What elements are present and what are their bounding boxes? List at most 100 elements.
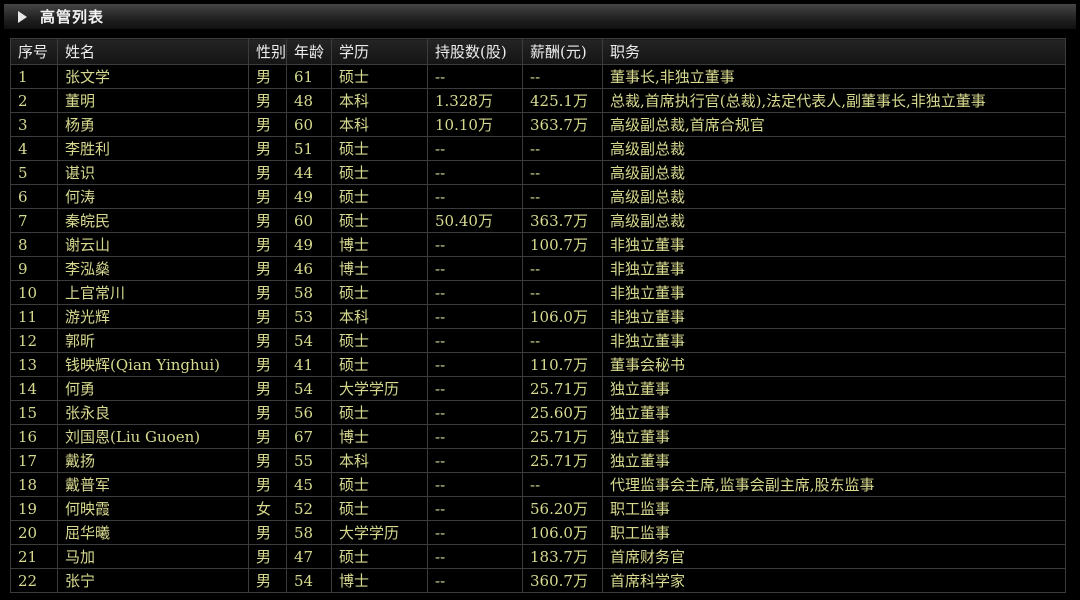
cell-name: 谌识: [57, 160, 249, 185]
table-row[interactable]: 12 郭昕男 54 硕士 -- -- 非独立董事: [10, 328, 1066, 353]
cell-age: 49: [286, 184, 332, 209]
cell-salary: 25.71万: [522, 448, 603, 473]
section-title: 高管列表: [40, 8, 105, 26]
cell-pos: 高级副总裁: [602, 160, 1066, 185]
table-row[interactable]: 17 戴扬男 55 本科 -- 25.71万 独立董事: [10, 448, 1066, 473]
cell-gender: 男: [248, 136, 287, 161]
cell-gender: 男: [248, 304, 287, 329]
cell-shares: --: [427, 448, 523, 473]
cell-pos: 高级副总裁: [602, 136, 1066, 161]
cell-index: 9: [10, 256, 58, 281]
cell-age: 54: [286, 568, 332, 593]
cell-edu: 博士: [331, 256, 428, 281]
cell-index: 15: [10, 400, 58, 425]
cell-index: 16: [10, 424, 58, 449]
table-row[interactable]: 22 张宁男 54 博士 -- 360.7万 首席科学家: [10, 568, 1066, 593]
cell-shares: --: [427, 64, 523, 89]
cell-name: 杨勇: [57, 112, 249, 137]
cell-pos: 非独立董事: [602, 232, 1066, 257]
cell-gender: 男: [248, 232, 287, 257]
cell-shares: --: [427, 568, 523, 593]
table-row[interactable]: 16 刘国恩(Liu Guoen) 男 67 博士 -- 25.71万 独立董事: [10, 424, 1066, 449]
cell-name: 钱映辉(Qian Yinghui): [57, 352, 249, 377]
cell-shares: --: [427, 424, 523, 449]
table-row[interactable]: 7 秦皖民男 60 硕士 50.40万 363.7万 高级副总裁: [10, 208, 1066, 233]
table-row[interactable]: 8 谢云山男 49 博士 -- 100.7万 非独立董事: [10, 232, 1066, 257]
column-header-salary: 薪酬(元): [522, 38, 603, 65]
cell-shares: 50.40万: [427, 208, 523, 233]
cell-edu: 博士: [331, 424, 428, 449]
cell-name: 屈华曦: [57, 520, 249, 545]
column-header-index: 序号: [10, 38, 58, 65]
table-row[interactable]: 10 上官常川男 58 硕士 -- -- 非独立董事: [10, 280, 1066, 305]
cell-name: 刘国恩(Liu Guoen): [57, 424, 249, 449]
table-row[interactable]: 19 何映霞女 52 硕士 -- 56.20万 职工监事: [10, 496, 1066, 521]
cell-salary: 25.71万: [522, 376, 603, 401]
table-row[interactable]: 4 李胜利男 51 硕士 -- -- 高级副总裁: [10, 136, 1066, 161]
cell-salary: --: [522, 184, 603, 209]
cell-name: 李胜利: [57, 136, 249, 161]
cell-gender: 男: [248, 352, 287, 377]
table-row[interactable]: 14 何勇男 54 大学学历 -- 25.71万 独立董事: [10, 376, 1066, 401]
column-header-gender: 性别: [248, 38, 287, 65]
cell-pos: 首席科学家: [602, 568, 1066, 593]
collapse-triangle-icon[interactable]: [18, 10, 27, 23]
cell-gender: 男: [248, 472, 287, 497]
cell-gender: 男: [248, 376, 287, 401]
table-row[interactable]: 5 谌识男 44 硕士 -- -- 高级副总裁: [10, 160, 1066, 185]
cell-age: 55: [286, 448, 332, 473]
cell-shares: 1.328万: [427, 88, 523, 113]
cell-name: 何涛: [57, 184, 249, 209]
cell-index: 5: [10, 160, 58, 185]
cell-age: 54: [286, 376, 332, 401]
cell-pos: 职工监事: [602, 520, 1066, 545]
table-row[interactable]: 3 杨勇男 60 本科 10.10万 363.7万 高级副总裁,首席合规官: [10, 112, 1066, 137]
cell-gender: 男: [248, 112, 287, 137]
column-header-pos: 职务: [602, 38, 1066, 65]
cell-age: 60: [286, 112, 332, 137]
cell-index: 1: [10, 64, 58, 89]
cell-age: 51: [286, 136, 332, 161]
table-row[interactable]: 21 马加男 47 硕士 -- 183.7万 首席财务官: [10, 544, 1066, 569]
cell-salary: 25.60万: [522, 400, 603, 425]
cell-salary: 183.7万: [522, 544, 603, 569]
cell-index: 12: [10, 328, 58, 353]
table-row[interactable]: 9 李泓燊男 46 博士 -- -- 非独立董事: [10, 256, 1066, 281]
cell-salary: --: [522, 160, 603, 185]
table-row[interactable]: 20 屈华曦男 58 大学学历 -- 106.0万 职工监事: [10, 520, 1066, 545]
cell-gender: 男: [248, 88, 287, 113]
cell-pos: 董事长,非独立董事: [602, 64, 1066, 89]
cell-salary: --: [522, 472, 603, 497]
cell-edu: 硕士: [331, 208, 428, 233]
cell-gender: 男: [248, 280, 287, 305]
cell-shares: --: [427, 376, 523, 401]
cell-edu: 硕士: [331, 400, 428, 425]
cell-shares: --: [427, 136, 523, 161]
cell-gender: 男: [248, 520, 287, 545]
cell-shares: --: [427, 544, 523, 569]
section-titlebar: 高管列表: [4, 4, 1076, 30]
cell-edu: 硕士: [331, 64, 428, 89]
table-row[interactable]: 18 戴普军男 45 硕士 -- -- 代理监事会主席,监事会副主席,股东监事: [10, 472, 1066, 497]
cell-edu: 硕士: [331, 544, 428, 569]
cell-name: 何勇: [57, 376, 249, 401]
table-row[interactable]: 13 钱映辉(Qian Yinghui) 男 41 硕士 -- 110.7万 董事会秘书: [10, 352, 1066, 377]
cell-salary: 425.1万: [522, 88, 603, 113]
cell-name: 董明: [57, 88, 249, 113]
cell-index: 14: [10, 376, 58, 401]
cell-edu: 博士: [331, 568, 428, 593]
table-row[interactable]: 11 游光辉男 53 本科 -- 106.0万 非独立董事: [10, 304, 1066, 329]
table-row[interactable]: 6 何涛男 49 硕士 -- -- 高级副总裁: [10, 184, 1066, 209]
cell-age: 56: [286, 400, 332, 425]
cell-index: 2: [10, 88, 58, 113]
table-row[interactable]: 1 张文学男 61 硕士 -- -- 董事长,非独立董事: [10, 64, 1066, 89]
cell-age: 58: [286, 520, 332, 545]
cell-index: 6: [10, 184, 58, 209]
table-row[interactable]: 15 张永良男 56 硕士 -- 25.60万 独立董事: [10, 400, 1066, 425]
cell-age: 45: [286, 472, 332, 497]
cell-gender: 男: [248, 64, 287, 89]
cell-edu: 硕士: [331, 472, 428, 497]
cell-age: 41: [286, 352, 332, 377]
cell-edu: 硕士: [331, 328, 428, 353]
table-row[interactable]: 2 董明男 48 本科 1.328万 425.1万 总裁,首席执行官(总裁),法定代表人,副…: [10, 88, 1066, 113]
